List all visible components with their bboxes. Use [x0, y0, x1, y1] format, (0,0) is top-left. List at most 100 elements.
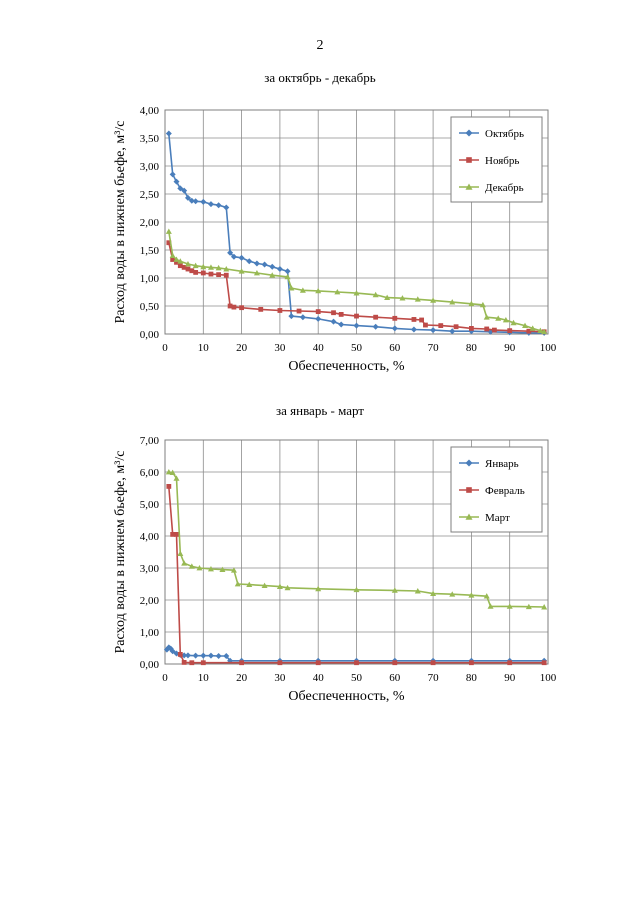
data-point	[170, 257, 176, 262]
data-point	[223, 653, 230, 659]
data-point	[353, 290, 360, 296]
data-point	[189, 268, 195, 274]
data-point	[541, 660, 547, 666]
data-point	[353, 586, 360, 593]
legend: Январь Февраль Март	[450, 446, 543, 533]
data-point	[419, 317, 425, 323]
y-axis-label: Расход воды в нижнем бьефе, м³/с	[113, 450, 128, 653]
data-point	[334, 289, 341, 295]
x-tick-label: 80	[466, 672, 478, 684]
data-point	[207, 565, 214, 572]
legend-label: Февраль	[485, 485, 525, 497]
data-point	[338, 312, 344, 317]
series-line	[168, 486, 545, 664]
data-point	[399, 295, 406, 301]
y-tick-label: 3,00	[140, 161, 160, 173]
data-point	[507, 328, 513, 334]
data-point	[169, 171, 176, 178]
data-point	[410, 326, 417, 333]
series-2	[165, 228, 548, 335]
y-tick-label: 4,00	[140, 105, 160, 117]
data-point	[167, 645, 174, 652]
data-point	[483, 593, 490, 599]
data-point	[165, 130, 172, 137]
chart-jan-mar: 0 10 20 30 40 50 60 70 80 90 100 0,00 1,00 2,00 3,00 4,…	[113, 435, 557, 704]
data-point	[231, 304, 237, 310]
data-point	[174, 532, 179, 537]
legend-label: Ноябрь	[485, 155, 519, 167]
x-tick-label: 50	[351, 672, 363, 684]
data-point	[261, 582, 268, 588]
data-point	[227, 249, 234, 256]
data-point	[479, 301, 486, 308]
data-point	[181, 264, 187, 270]
data-point	[465, 459, 473, 467]
data-point	[173, 475, 180, 481]
data-point	[223, 272, 229, 278]
x-tick-label: 20	[236, 342, 248, 354]
x-tick-label: 10	[198, 342, 210, 354]
data-point	[465, 513, 473, 520]
data-point	[173, 178, 180, 185]
data-point	[196, 565, 203, 571]
data-point	[177, 185, 184, 192]
data-point	[269, 263, 276, 270]
data-point	[181, 660, 187, 665]
x-tick-label: 70	[428, 672, 440, 684]
data-point	[483, 314, 490, 320]
data-point	[430, 327, 437, 334]
data-point	[449, 328, 456, 335]
x-tick-label: 80	[466, 342, 478, 354]
data-point	[207, 201, 214, 208]
y-tick-label: 1,50	[140, 245, 160, 257]
data-point	[525, 603, 532, 610]
data-point	[299, 287, 306, 293]
data-point	[373, 314, 379, 320]
data-point	[223, 266, 230, 272]
data-point	[253, 269, 260, 276]
data-point	[414, 588, 421, 594]
data-point	[207, 264, 214, 270]
data-point	[430, 660, 436, 666]
x-tick-label: 30	[274, 672, 286, 684]
data-point	[246, 258, 253, 265]
y-tick-label: 7,00	[140, 435, 160, 447]
data-point	[391, 325, 398, 332]
data-point	[465, 183, 473, 190]
data-point	[284, 584, 291, 591]
data-point	[296, 308, 302, 314]
data-point	[188, 197, 195, 204]
x-tick-label: 30	[274, 342, 286, 354]
data-point	[246, 581, 253, 588]
data-point	[234, 581, 241, 587]
legend-label: Январь	[485, 458, 519, 470]
data-point	[284, 268, 291, 275]
data-point	[392, 315, 398, 321]
data-point	[215, 202, 222, 209]
data-point	[177, 258, 184, 264]
data-point	[354, 660, 359, 666]
data-point	[185, 266, 191, 272]
data-point	[177, 263, 183, 269]
data-point	[315, 585, 322, 592]
data-point	[468, 592, 475, 598]
data-point	[181, 652, 188, 659]
data-point	[188, 563, 195, 569]
data-point	[423, 322, 428, 328]
data-point	[230, 253, 237, 260]
data-point	[506, 603, 513, 609]
data-point	[392, 660, 398, 666]
data-point	[391, 587, 398, 593]
x-axis-label: Обеспеченность, %	[288, 689, 404, 704]
data-point	[200, 270, 206, 276]
data-point	[239, 660, 244, 666]
y-tick-label: 0,00	[140, 329, 160, 341]
x-tick-label: 60	[389, 342, 401, 354]
data-point	[192, 262, 199, 269]
data-point	[200, 198, 207, 205]
y-tick-label: 2,00	[140, 595, 160, 607]
legend-label: Март	[485, 512, 510, 524]
data-point	[253, 260, 260, 267]
chart-title: за январь - март	[275, 403, 364, 418]
data-point	[430, 590, 437, 596]
